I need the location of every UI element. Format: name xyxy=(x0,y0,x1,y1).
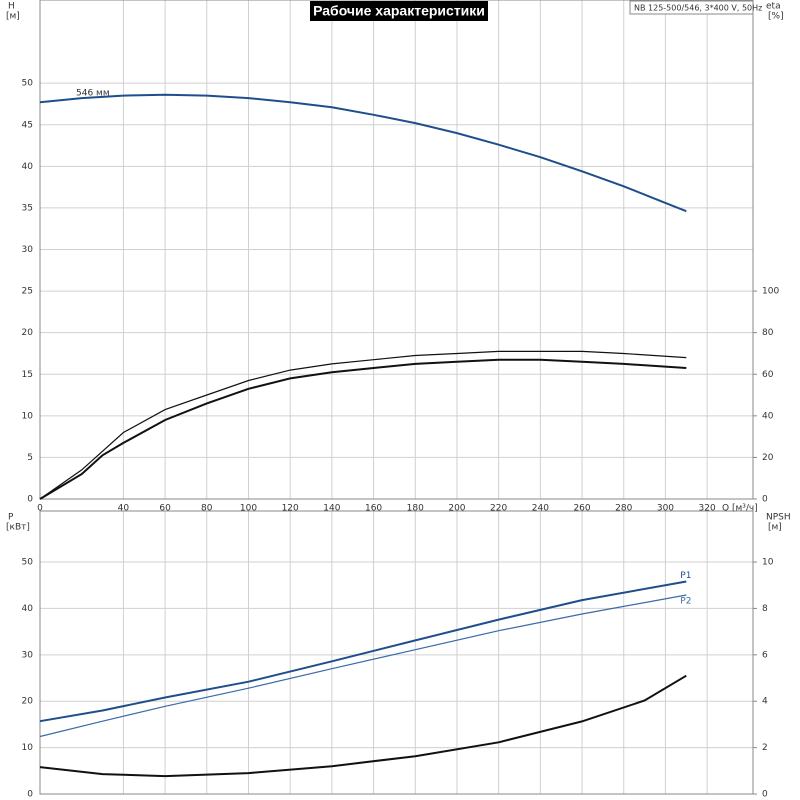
y-tick-label: 30 xyxy=(22,650,34,660)
x-tick-label: 160 xyxy=(365,504,382,514)
y2-tick-label: 10 xyxy=(762,558,774,568)
x-tick-label: 220 xyxy=(490,504,507,514)
y-axis-unit: [м] xyxy=(6,12,20,22)
x-tick-label: 240 xyxy=(532,504,549,514)
plot-frame xyxy=(39,510,754,795)
x-tick-label: 60 xyxy=(159,504,171,514)
x-axis-label: Q [м³/ч] xyxy=(722,504,758,514)
y-tick-label: 40 xyxy=(22,162,34,172)
y2-axis-unit: [м] xyxy=(768,523,782,533)
y-tick-label: 45 xyxy=(22,120,33,130)
curve-label: P2 xyxy=(680,596,691,606)
y-tick-label: 20 xyxy=(22,697,34,707)
x-tick-label: 280 xyxy=(615,504,632,514)
model-info: NB 125-500/546, 3*400 V, 50Hz xyxy=(634,4,762,13)
x-tick-label: 320 xyxy=(699,504,716,514)
curve xyxy=(39,93,687,213)
curve xyxy=(39,594,687,738)
curve xyxy=(39,580,687,723)
y2-tick-label: 0 xyxy=(762,790,768,800)
y2-tick-label: 60 xyxy=(762,370,774,380)
y-tick-label: 0 xyxy=(27,495,33,505)
y-tick-label: 5 xyxy=(27,453,33,463)
y2-axis-label: eta xyxy=(766,2,781,12)
y-tick-label: 10 xyxy=(22,743,34,753)
y-axis-label: P xyxy=(8,513,14,523)
y-tick-label: 35 xyxy=(22,203,33,213)
y-axis-unit: [кВт] xyxy=(6,523,30,533)
y2-tick-label: 40 xyxy=(762,411,774,421)
y-tick-label: 40 xyxy=(22,604,34,614)
x-tick-label: 140 xyxy=(323,504,340,514)
chart-title: Рабочие характеристики xyxy=(313,3,485,19)
x-tick-label: 100 xyxy=(240,504,257,514)
x-tick-label: 200 xyxy=(448,504,465,514)
x-tick-label: 180 xyxy=(407,504,424,514)
y2-tick-label: 0 xyxy=(762,495,768,505)
x-tick-label: 0 xyxy=(37,504,43,514)
y-axis-label: H xyxy=(8,2,15,12)
title-bg xyxy=(310,1,488,21)
y2-tick-label: 4 xyxy=(762,697,768,707)
curve xyxy=(39,674,687,778)
y-tick-label: 50 xyxy=(22,558,34,568)
x-tick-label: 260 xyxy=(573,504,590,514)
y2-axis-unit: [%] xyxy=(768,12,784,22)
y2-tick-label: 6 xyxy=(762,650,768,660)
y2-tick-label: 8 xyxy=(762,604,768,614)
y-tick-label: 25 xyxy=(22,287,33,297)
y2-axis-label: NPSH xyxy=(766,513,791,523)
y2-tick-label: 20 xyxy=(762,453,774,463)
y-tick-label: 15 xyxy=(22,370,33,380)
x-tick-label: 120 xyxy=(282,504,299,514)
y-tick-label: 10 xyxy=(22,411,34,421)
x-tick-label: 80 xyxy=(201,504,213,514)
curve-label: P1 xyxy=(680,571,691,581)
x-tick-label: 300 xyxy=(657,504,674,514)
y2-tick-label: 2 xyxy=(762,743,768,753)
x-tick-label: 40 xyxy=(118,504,130,514)
y-tick-label: 20 xyxy=(22,328,34,338)
curve xyxy=(39,350,687,500)
y2-tick-label: 80 xyxy=(762,328,774,338)
plot-frame xyxy=(39,0,754,500)
y-tick-label: 50 xyxy=(22,79,34,89)
y2-tick-label: 100 xyxy=(762,287,779,297)
annotation: 546 мм xyxy=(76,89,110,99)
model-box xyxy=(629,0,754,15)
y-tick-label: 0 xyxy=(27,790,33,800)
curve xyxy=(39,358,687,500)
y-tick-label: 30 xyxy=(22,245,34,255)
